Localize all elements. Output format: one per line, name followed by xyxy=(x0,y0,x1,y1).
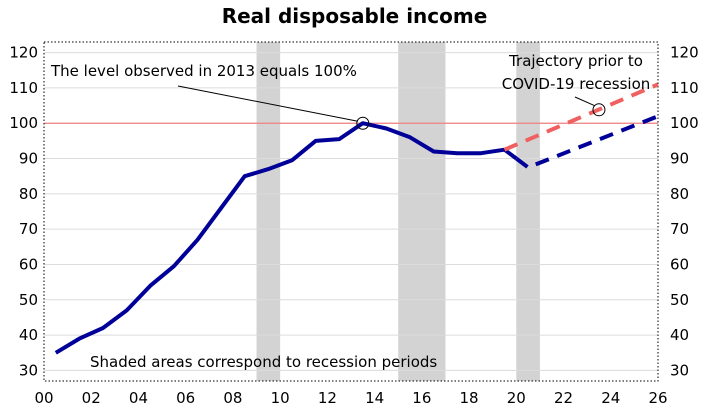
y-tick-right-60: 60 xyxy=(670,255,689,273)
x-tick-10: 10 xyxy=(271,389,290,407)
x-tick-12: 12 xyxy=(318,389,337,407)
recession-band-2 xyxy=(398,42,446,381)
y-tick-left-100: 100 xyxy=(9,114,38,132)
annotation-shaded-areas: Shaded areas correspond to recession per… xyxy=(90,353,437,371)
plot-border xyxy=(43,41,659,382)
x-tick-22: 22 xyxy=(554,389,573,407)
y-tick-right-110: 110 xyxy=(670,79,699,97)
recession-shading xyxy=(256,42,540,381)
y-tick-left-90: 90 xyxy=(19,150,38,168)
y-tick-right-120: 120 xyxy=(670,44,699,62)
annotation-trajectory-leader xyxy=(574,96,596,107)
y-tick-left-120: 120 xyxy=(9,44,38,62)
series-line-3-dashed xyxy=(503,82,659,152)
x-tick-20: 20 xyxy=(507,389,526,407)
x-tick-24: 24 xyxy=(601,389,620,407)
recession-band-1 xyxy=(256,42,281,381)
gridlines xyxy=(44,52,658,371)
annotations: The level observed in 2013 equals 100% Tr… xyxy=(50,52,650,371)
y-tick-left-80: 80 xyxy=(19,185,38,203)
y-tick-right-50: 50 xyxy=(670,291,689,309)
y-tick-right-100: 100 xyxy=(670,114,699,132)
recession-band-3 xyxy=(516,42,540,381)
x-tick-02: 02 xyxy=(82,389,101,407)
annotation-trajectory-line-2: COVID-19 recession xyxy=(502,75,651,93)
series-line-2-dashed xyxy=(515,114,659,170)
annotation-trajectory-marker xyxy=(592,103,606,117)
y-tick-right-40: 40 xyxy=(670,326,689,344)
y-tick-right-80: 80 xyxy=(670,185,689,203)
annotation-2013-level: The level observed in 2013 equals 100% xyxy=(50,62,357,80)
y-tick-left-40: 40 xyxy=(19,326,38,344)
y-tick-left-60: 60 xyxy=(19,255,38,273)
x-tick-26: 26 xyxy=(648,389,667,407)
series-lines xyxy=(54,82,659,355)
x-tick-04: 04 xyxy=(129,389,148,407)
chart-title: Real disposable income xyxy=(221,4,488,28)
x-tick-14: 14 xyxy=(365,389,384,407)
series-line-1-solid xyxy=(54,121,518,355)
y-tick-left-30: 30 xyxy=(19,361,38,379)
annotation-2013-leader xyxy=(177,85,358,122)
y-tick-left-50: 50 xyxy=(19,291,38,309)
x-tick-06: 06 xyxy=(176,389,195,407)
x-tick-18: 18 xyxy=(460,389,479,407)
plot-frame xyxy=(43,41,659,382)
annotation-trajectory-line-1: Trajectory prior to xyxy=(508,52,643,70)
y-tick-left-70: 70 xyxy=(19,220,38,238)
annotation-2013-marker xyxy=(356,116,370,130)
y-tick-left-110: 110 xyxy=(9,79,38,97)
y-tick-right-70: 70 xyxy=(670,220,689,238)
x-tick-16: 16 xyxy=(412,389,431,407)
x-tick-00: 00 xyxy=(34,389,53,407)
axis-ticks: 30 30 40 40 50 50 60 60 70 70 80 80 90 90 100 100 110 110… xyxy=(9,44,698,407)
y-tick-right-90: 90 xyxy=(670,150,689,168)
y-tick-right-30: 30 xyxy=(670,361,689,379)
x-tick-08: 08 xyxy=(223,389,242,407)
